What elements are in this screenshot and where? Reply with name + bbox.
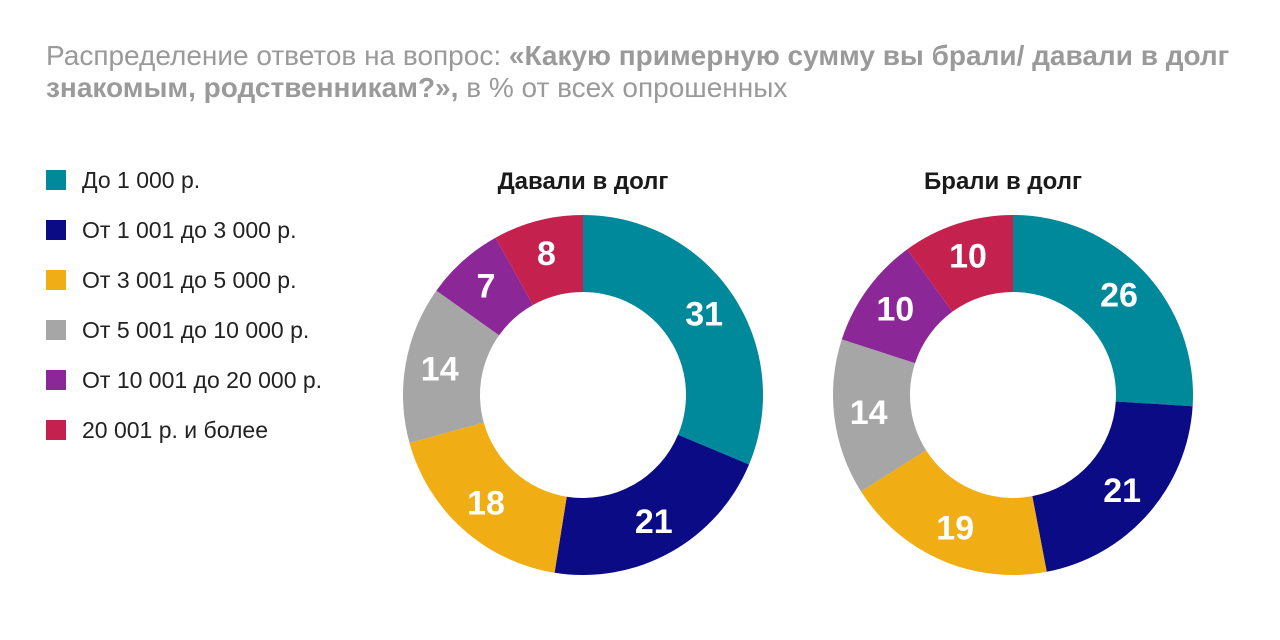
legend-item: От 1 001 до 3 000 р.: [46, 215, 322, 245]
legend-label: От 1 001 до 3 000 р.: [82, 216, 297, 243]
slice-up-to-1000: [583, 215, 763, 465]
legend-label: От 10 001 до 20 000 р.: [82, 366, 323, 393]
slice-value-label: 7: [477, 268, 496, 306]
slice-value-label: 26: [1100, 276, 1138, 314]
slice-3001-5000: [409, 422, 567, 573]
slice-value-label: 18: [467, 484, 505, 522]
legend-label: От 3 001 до 5 000 р.: [82, 266, 297, 293]
legend-label: 20 001 р. и более: [82, 416, 269, 443]
donut-chart-gave: 31 21 18 14 7 8: [403, 215, 763, 575]
slice-over-20000: [907, 215, 1013, 312]
slice-value-label: 21: [635, 503, 673, 541]
slice-5001-10000: [403, 290, 500, 443]
slice-value-label: 14: [850, 394, 888, 432]
legend-swatch: [46, 220, 66, 240]
legend-item: До 1 000 р.: [46, 165, 322, 195]
slice-over-20000: [495, 215, 583, 305]
legend-swatch: [46, 370, 66, 390]
legend-swatch: [46, 170, 66, 190]
legend-item: От 3 001 до 5 000 р.: [46, 265, 322, 295]
heading-suffix: в % от всех опрошенных: [458, 72, 788, 103]
slice-10001-20000: [436, 237, 533, 336]
slice-value-label: 14: [421, 351, 459, 389]
slice-value-label: 8: [537, 235, 556, 273]
slice-5001-10000: [833, 339, 927, 492]
slice-1001-3000: [554, 434, 750, 575]
heading-prefix: Распределение ответов на вопрос:: [46, 40, 509, 71]
legend-label: От 5 001 до 10 000 р.: [82, 316, 310, 343]
slice-value-label: 31: [685, 295, 723, 333]
chart-heading: Распределение ответов на вопрос: «Какую …: [46, 40, 1246, 104]
legend-swatch: [46, 320, 66, 340]
legend-item: 20 001 р. и более: [46, 415, 322, 445]
slice-value-label: 19: [936, 510, 974, 548]
legend-item: От 10 001 до 20 000 р.: [46, 365, 322, 395]
legend-swatch: [46, 420, 66, 440]
legend-label: До 1 000 р.: [82, 166, 201, 193]
slice-value-label: 10: [876, 290, 914, 328]
slice-value-label: 10: [949, 238, 987, 276]
legend: До 1 000 р. От 1 001 до 3 000 р. От 3 00…: [46, 165, 322, 465]
donut-chart-took: 26 21 19 14 10 10: [833, 215, 1193, 575]
slice-up-to-1000: [1013, 215, 1193, 407]
slice-1001-3000: [1032, 401, 1193, 572]
heading-question: «Какую примерную сумму вы брали/ давали …: [46, 40, 1230, 103]
legend-item: От 5 001 до 10 000 р.: [46, 315, 322, 345]
slice-10001-20000: [841, 249, 953, 364]
legend-swatch: [46, 270, 66, 290]
slice-3001-5000: [861, 450, 1047, 575]
slice-value-label: 21: [1103, 472, 1141, 510]
chart-title-gave: Давали в долг: [497, 168, 669, 195]
chart-title-took: Брали в долг: [924, 168, 1082, 195]
